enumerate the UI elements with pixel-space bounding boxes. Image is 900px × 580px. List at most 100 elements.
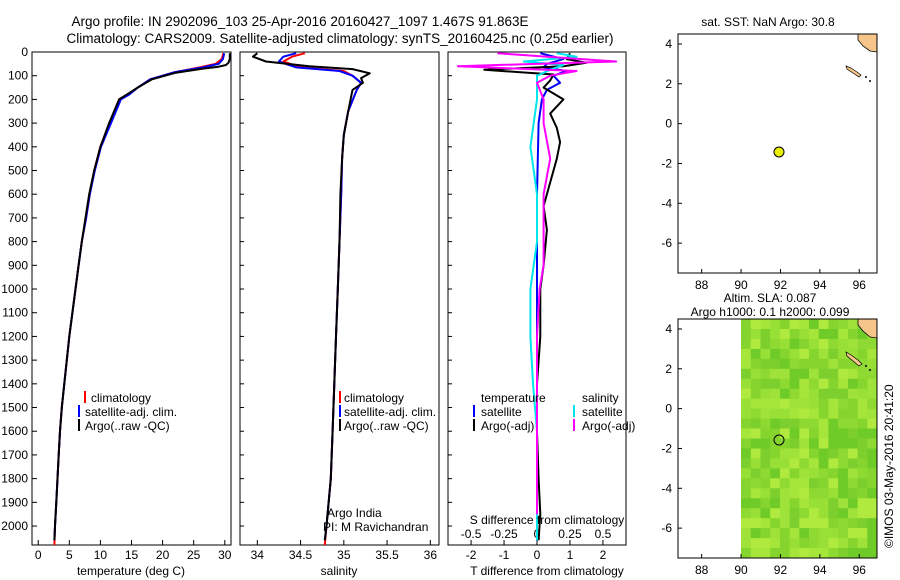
sla-cell [857,408,868,420]
sla-cell [809,338,820,350]
map-lon-tick-label: 92 [774,278,788,292]
sla-cell [779,368,791,380]
sla-cell [857,548,868,558]
sla-cell [779,528,791,539]
sla-cell [750,329,762,340]
sla-cell [799,438,810,450]
sla-cell [847,518,859,529]
sla-cell [838,418,849,430]
sla-cell [741,448,752,460]
sla-cell [750,338,762,350]
sla-cell [828,508,839,519]
sla-cell [760,478,771,489]
sla-cell [750,498,762,509]
sla-cell [789,458,800,469]
map-lat-tick-label: -2 [661,441,672,455]
sst-map-axes: 88 90 92 94 96 -6 -4 -2 0 2 4 [661,37,866,292]
sla-cell [799,448,810,460]
sla-cell [809,448,820,460]
sla-cell [818,448,829,460]
sla-cell [838,388,849,400]
sst-map: sat. SST: NaN Argo: 30.8 88 90 92 94 96 -6 -4 -… [661,15,878,292]
sumatra-land [857,319,877,339]
salinity-xtick-label: 34 [251,548,265,562]
temperature-xtick-label: 5 [66,548,73,562]
sla-map-subtitle: Argo h1000: 0.1 h2000: 0.099 [691,305,850,319]
temperature-xtick-label: 20 [156,548,170,562]
temperature-series-line [53,52,225,545]
map-lat-tick-label: 0 [665,402,672,416]
sla-cell [838,498,849,509]
sla-cell [809,488,820,499]
sla-cell [857,538,868,549]
sla-cell [779,478,791,489]
sla-cell [770,329,781,340]
sla-cell [741,508,752,519]
sla-cell [838,538,849,549]
sla-cell [818,538,829,549]
sla-cell [867,518,877,529]
sla-cell [750,518,762,529]
temperature-xtick-label: 25 [187,548,201,562]
sla-cell [818,348,829,360]
sla-cell [770,418,781,430]
sla-cell [760,329,771,340]
map-lon-tick-label: 92 [774,563,788,577]
salinity-legend: climatology satellite-adj. clim. Argo(..… [339,391,436,433]
depth-tick-label: 900 [8,258,28,272]
sla-cell [838,348,849,360]
sla-cell [828,428,839,440]
legend-label: Argo(..raw -QC) [344,419,429,433]
sla-cell [741,488,752,499]
depth-tick-label: 2000 [1,519,28,533]
legend-label: Argo(-adj) [582,419,635,433]
data-source-note: Argo India [327,506,382,520]
sla-cell [770,408,781,420]
sla-cell [750,488,762,499]
temperature-xtick-label: 15 [125,548,139,562]
sla-cell [818,458,829,469]
sla-cell [867,548,877,558]
sla-cell [770,468,781,479]
salinity-xlabel: salinity [321,564,358,578]
sla-cell [750,438,762,450]
sla-cell [847,348,859,360]
legend-label: satellite-adj. clim. [344,405,436,419]
legend-label: satellite [582,405,623,419]
sla-cell [828,518,839,529]
sla-cell [779,358,791,370]
sla-cell [818,468,829,479]
sla-cell [789,518,800,529]
map-lat-tick-label: -6 [661,236,672,250]
sla-cell [789,488,800,499]
sla-cell [741,538,752,549]
sla-cell [847,378,859,390]
sla-cell [867,458,877,469]
sla-cell [847,398,859,410]
difference-series-line [483,52,588,541]
sla-cell [799,329,810,340]
sla-cell [799,538,810,549]
sla-cell [809,508,820,519]
sla-cell [789,319,800,330]
sla-cell [867,338,877,350]
sla-cell [828,319,839,330]
sla-cell [867,418,877,430]
depth-tick-label: 1600 [1,424,28,438]
sla-cell [779,548,791,558]
sla-cell [799,368,810,380]
sla-cell [770,528,781,539]
sla-cell [779,508,791,519]
sla-cell [750,358,762,370]
sla-cell [760,398,771,410]
sla-cell [867,348,877,360]
sla-cell [867,388,877,400]
map-lon-tick-label: 88 [695,278,709,292]
temperature-legend: climatology satellite-adj. clim. Argo(..… [78,391,177,433]
sla-cell [799,319,810,330]
sla-cell [847,319,859,330]
sla-cell [847,358,859,370]
sla-cell [779,329,791,340]
sla-cell [779,338,791,350]
